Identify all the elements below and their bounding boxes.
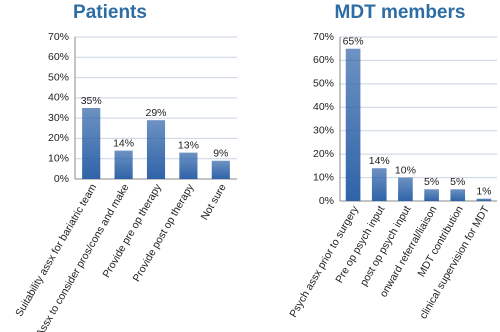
y-tick-label: 0% — [319, 195, 334, 207]
value-label: 29% — [145, 107, 166, 119]
bar — [211, 160, 230, 179]
bar — [179, 152, 198, 179]
bar — [146, 120, 166, 179]
value-label: 35% — [81, 95, 102, 107]
chart-title: Patients — [73, 2, 147, 23]
y-tick-label: 50% — [48, 71, 69, 83]
bar — [450, 189, 466, 201]
y-tick-label: 70% — [313, 31, 334, 43]
y-tick-label: 30% — [313, 124, 334, 136]
value-label: 5% — [424, 176, 439, 188]
bar — [114, 150, 133, 179]
y-tick-label: 10% — [313, 171, 334, 183]
bar — [371, 168, 387, 201]
y-tick-label: 70% — [48, 31, 69, 43]
bar — [345, 48, 361, 201]
y-tick-label: 20% — [48, 132, 69, 144]
y-tick-label: 10% — [48, 152, 69, 164]
y-tick-label: 0% — [54, 173, 69, 185]
value-label: 13% — [178, 139, 199, 151]
value-label: 9% — [213, 148, 228, 160]
y-tick-label: 60% — [48, 51, 69, 63]
bar — [424, 189, 439, 201]
value-label: 10% — [395, 164, 416, 176]
y-tick-label: 40% — [48, 92, 69, 104]
value-label: 14% — [113, 137, 134, 149]
value-label: 5% — [450, 176, 465, 188]
x-tick-label: Not sure — [199, 182, 229, 223]
x-tick-label: Provide pre op therapy — [100, 181, 164, 280]
value-label: 65% — [343, 35, 364, 47]
bar — [82, 108, 101, 179]
chart-title: MDT members — [335, 2, 466, 23]
value-label: 14% — [369, 155, 390, 167]
y-tick-label: 60% — [313, 54, 334, 66]
value-label: 1% — [476, 185, 491, 197]
y-tick-label: 20% — [313, 148, 334, 160]
y-tick-label: 40% — [313, 101, 334, 113]
bar — [476, 198, 492, 201]
y-tick-label: 30% — [48, 112, 69, 124]
bar — [398, 177, 413, 201]
y-tick-label: 50% — [313, 78, 334, 90]
x-tick-label: Provide post op therapy — [131, 181, 197, 284]
